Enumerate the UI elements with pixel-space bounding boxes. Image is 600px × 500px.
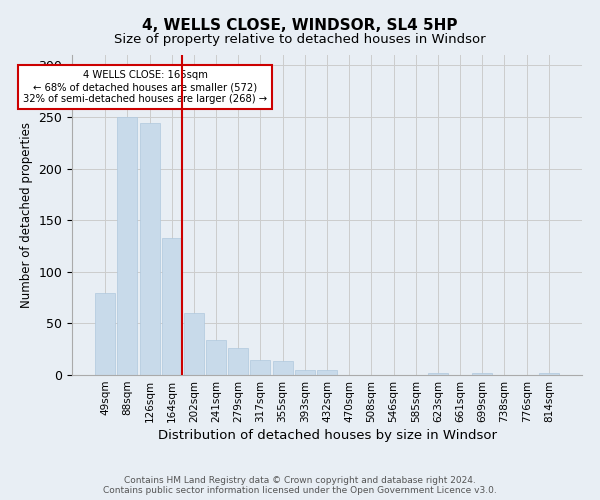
Bar xyxy=(295,370,315,375)
Bar xyxy=(539,373,559,375)
Bar xyxy=(228,348,248,375)
Bar xyxy=(118,117,137,375)
Text: Contains HM Land Registry data © Crown copyright and database right 2024.
Contai: Contains HM Land Registry data © Crown c… xyxy=(103,476,497,495)
Text: 4 WELLS CLOSE: 165sqm
← 68% of detached houses are smaller (572)
32% of semi-det: 4 WELLS CLOSE: 165sqm ← 68% of detached … xyxy=(23,70,267,104)
Text: Size of property relative to detached houses in Windsor: Size of property relative to detached ho… xyxy=(114,32,486,46)
X-axis label: Distribution of detached houses by size in Windsor: Distribution of detached houses by size … xyxy=(157,429,497,442)
Bar xyxy=(206,340,226,375)
Bar xyxy=(95,294,115,375)
Bar xyxy=(250,360,271,375)
Bar xyxy=(272,360,293,375)
Bar xyxy=(428,373,448,375)
Bar xyxy=(140,123,160,375)
Bar xyxy=(472,373,492,375)
Bar xyxy=(317,370,337,375)
Bar xyxy=(162,238,182,375)
Bar xyxy=(184,313,204,375)
Text: 4, WELLS CLOSE, WINDSOR, SL4 5HP: 4, WELLS CLOSE, WINDSOR, SL4 5HP xyxy=(142,18,458,32)
Y-axis label: Number of detached properties: Number of detached properties xyxy=(20,122,33,308)
